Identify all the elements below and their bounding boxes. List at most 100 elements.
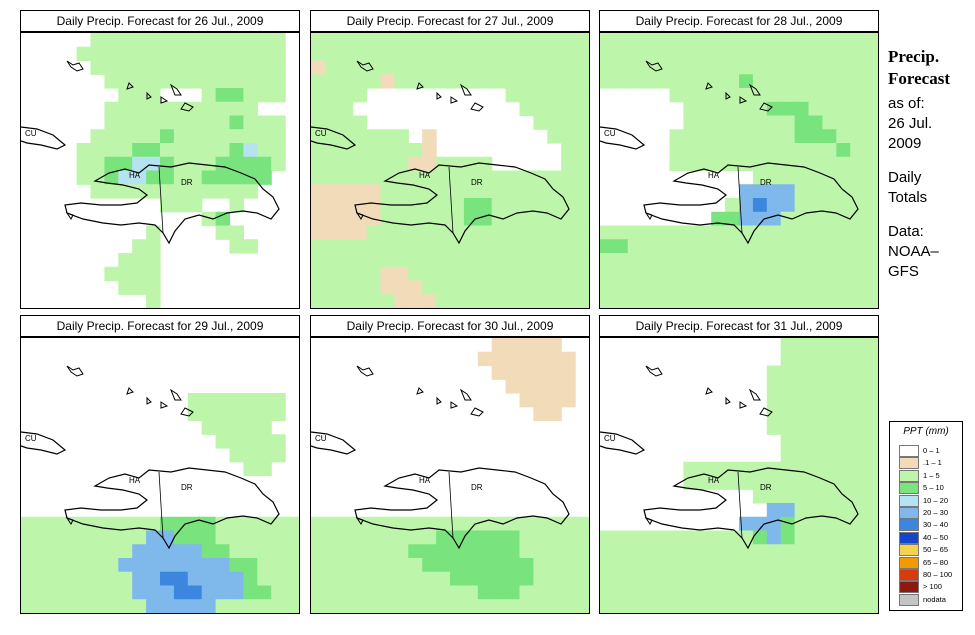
precip-cell (90, 156, 105, 172)
precip-cell (780, 351, 796, 367)
precip-cell (229, 599, 244, 613)
precip-cell (338, 585, 354, 600)
precip-cell (271, 406, 286, 422)
precip-map: CU HA DR (599, 337, 879, 614)
precip-cell (697, 599, 712, 613)
precip-cell (836, 585, 851, 600)
country-label: DR (471, 178, 483, 187)
precip-cell (822, 60, 837, 75)
precip-cell (160, 115, 175, 130)
precip-cell (641, 239, 657, 254)
precip-cell (436, 46, 451, 62)
precip-cell (146, 225, 161, 240)
precip-cell (850, 558, 865, 573)
precip-cell (519, 225, 534, 240)
precip-cell (146, 253, 161, 268)
precip-cell (463, 33, 479, 48)
precip-cell (491, 338, 507, 353)
precip-cell (408, 280, 423, 295)
precip-cell (600, 530, 615, 545)
country-label: CU (315, 434, 327, 443)
precip-cell (394, 211, 409, 227)
precip-cell (822, 489, 837, 504)
precip-cell (338, 198, 354, 213)
precip-cell (104, 156, 119, 172)
precip-cell (146, 280, 161, 295)
precip-cell (491, 225, 507, 240)
precip-cell (780, 60, 796, 75)
precip-cell (257, 571, 272, 587)
precip-cell (822, 266, 837, 282)
precip-cell (822, 365, 837, 380)
precip-cell (683, 530, 698, 545)
asof-label: as of: (888, 95, 925, 112)
precip-cell (62, 558, 78, 573)
precip-cell (463, 225, 479, 240)
precip-cell (477, 211, 493, 227)
precip-cell (519, 74, 534, 89)
precip-cell (725, 74, 740, 89)
precip-cell (271, 599, 286, 613)
precip-cell (864, 599, 878, 613)
precip-cell (132, 585, 147, 600)
precip-cell (739, 294, 754, 308)
precip-cell (243, 420, 258, 435)
precip-cell (836, 129, 851, 144)
precip-cell (505, 266, 521, 282)
precip-cell (533, 211, 548, 227)
precip-cell (62, 599, 78, 613)
precip-cell (780, 225, 796, 240)
precip-cell (697, 585, 712, 600)
precip-cell (104, 74, 119, 89)
precip-cell (173, 558, 189, 573)
precip-cell (836, 184, 851, 199)
precip-cell (739, 280, 754, 295)
precip-cell (822, 129, 837, 144)
precip-cell (187, 115, 203, 130)
precip-cell (505, 74, 521, 89)
precip-cell (118, 585, 133, 600)
precip-cell (752, 253, 768, 268)
precip-cell (600, 60, 615, 75)
precip-cell (76, 544, 92, 559)
data-source-line1: Data: (888, 223, 924, 240)
precip-cell (311, 129, 326, 144)
precip-cell (90, 33, 105, 48)
precip-cell (808, 211, 823, 227)
island-outline (436, 91, 442, 100)
precip-cell (132, 558, 147, 573)
precip-cell (850, 599, 865, 613)
legend-label: 80 – 100 (923, 570, 953, 579)
precip-cell (850, 60, 865, 75)
precip-cell (324, 46, 340, 62)
precip-cell (850, 393, 865, 408)
precip-cell (655, 280, 671, 295)
precip-cell (808, 571, 823, 587)
precip-cell (794, 239, 810, 254)
precip-cell (864, 225, 878, 240)
precip-cell (780, 129, 796, 144)
precip-cell (766, 253, 782, 268)
precip-cell (725, 280, 740, 295)
precip-cell (366, 74, 382, 89)
precip-cell (104, 530, 119, 545)
precip-cell (794, 170, 810, 185)
precip-cell (90, 558, 105, 573)
precip-cell (352, 544, 368, 559)
precip-cell (600, 544, 615, 559)
panel-title: Daily Precip. Forecast for 26 Jul., 2009 (20, 10, 300, 32)
precip-cell (794, 516, 810, 532)
precip-cell (850, 129, 865, 144)
precip-cell (187, 571, 203, 587)
precip-cell (780, 393, 796, 408)
precip-cell (21, 571, 36, 587)
precip-cell (725, 33, 740, 48)
precip-cell (697, 530, 712, 545)
precip-cell (90, 571, 105, 587)
precip-cell (575, 115, 589, 130)
precip-cell (822, 571, 837, 587)
precip-cell (836, 239, 851, 254)
precip-cell (766, 489, 782, 504)
precip-cell (408, 33, 423, 48)
precip-cell (311, 74, 326, 89)
